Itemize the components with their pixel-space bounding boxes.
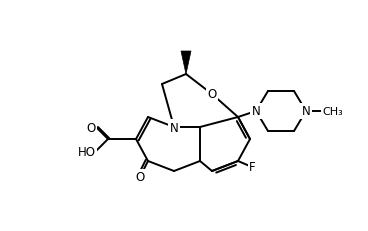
Text: N: N [302, 105, 310, 118]
Text: CH₃: CH₃ [322, 106, 343, 116]
Polygon shape [181, 52, 191, 75]
Text: O: O [208, 88, 217, 101]
Text: O: O [135, 171, 145, 184]
Text: N: N [170, 121, 178, 134]
Text: F: F [249, 161, 255, 174]
Text: O: O [87, 121, 96, 134]
Text: HO: HO [78, 145, 96, 158]
Text: N: N [252, 105, 261, 118]
